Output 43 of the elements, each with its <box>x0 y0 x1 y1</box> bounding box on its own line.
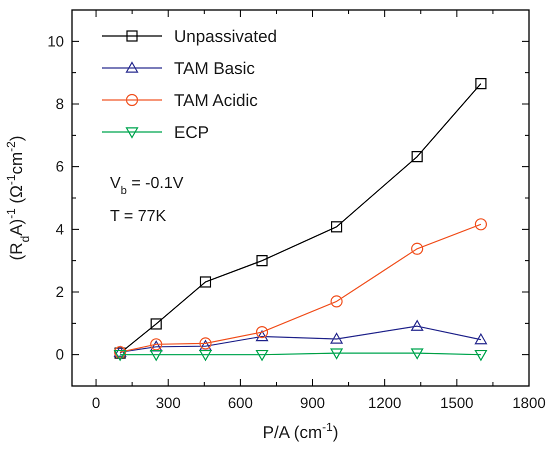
y-tick-label: 0 <box>56 346 64 364</box>
point <box>474 218 487 230</box>
point <box>330 295 343 308</box>
legend-label: Unpassivated <box>174 27 278 46</box>
point <box>411 320 424 331</box>
point <box>330 348 343 360</box>
point <box>256 255 268 266</box>
legend-label: ECP <box>174 123 209 142</box>
x-tick-label: 1500 <box>440 395 474 412</box>
point <box>411 242 424 255</box>
point <box>474 334 487 344</box>
point <box>150 318 162 330</box>
y-tick-label: 6 <box>56 158 64 176</box>
point <box>199 350 212 361</box>
x-tick-label: 300 <box>156 395 181 412</box>
x-tick-label: 0 <box>92 395 100 412</box>
y-tick-label: 4 <box>56 221 64 238</box>
point <box>330 332 343 344</box>
y-tick-label: 10 <box>47 33 64 50</box>
point <box>150 350 162 361</box>
y-tick-label: 8 <box>56 96 64 113</box>
point <box>412 151 423 162</box>
point <box>330 221 342 232</box>
point <box>199 340 212 351</box>
point <box>256 350 268 361</box>
point <box>474 350 487 361</box>
legend-label: TAM Acidic <box>174 91 258 110</box>
point <box>256 326 268 338</box>
point <box>411 348 424 360</box>
y-tick-label: 2 <box>56 284 64 301</box>
x-tick-label: 900 <box>300 395 326 412</box>
x-tick-label: 1200 <box>368 395 402 412</box>
legend-label: TAM Basic <box>174 59 256 78</box>
x-tick-label: 1800 <box>512 395 546 412</box>
point <box>256 330 268 342</box>
point <box>150 340 162 352</box>
annotation: T = 77K <box>110 208 167 225</box>
point <box>199 337 212 350</box>
x-axis-title: P/A (cm$^{-1}$) <box>262 420 338 442</box>
x-tick-label: 600 <box>228 395 253 412</box>
point <box>475 78 486 90</box>
point <box>200 276 212 288</box>
annotation: V$_{b}$ = -0.1V <box>110 175 184 197</box>
